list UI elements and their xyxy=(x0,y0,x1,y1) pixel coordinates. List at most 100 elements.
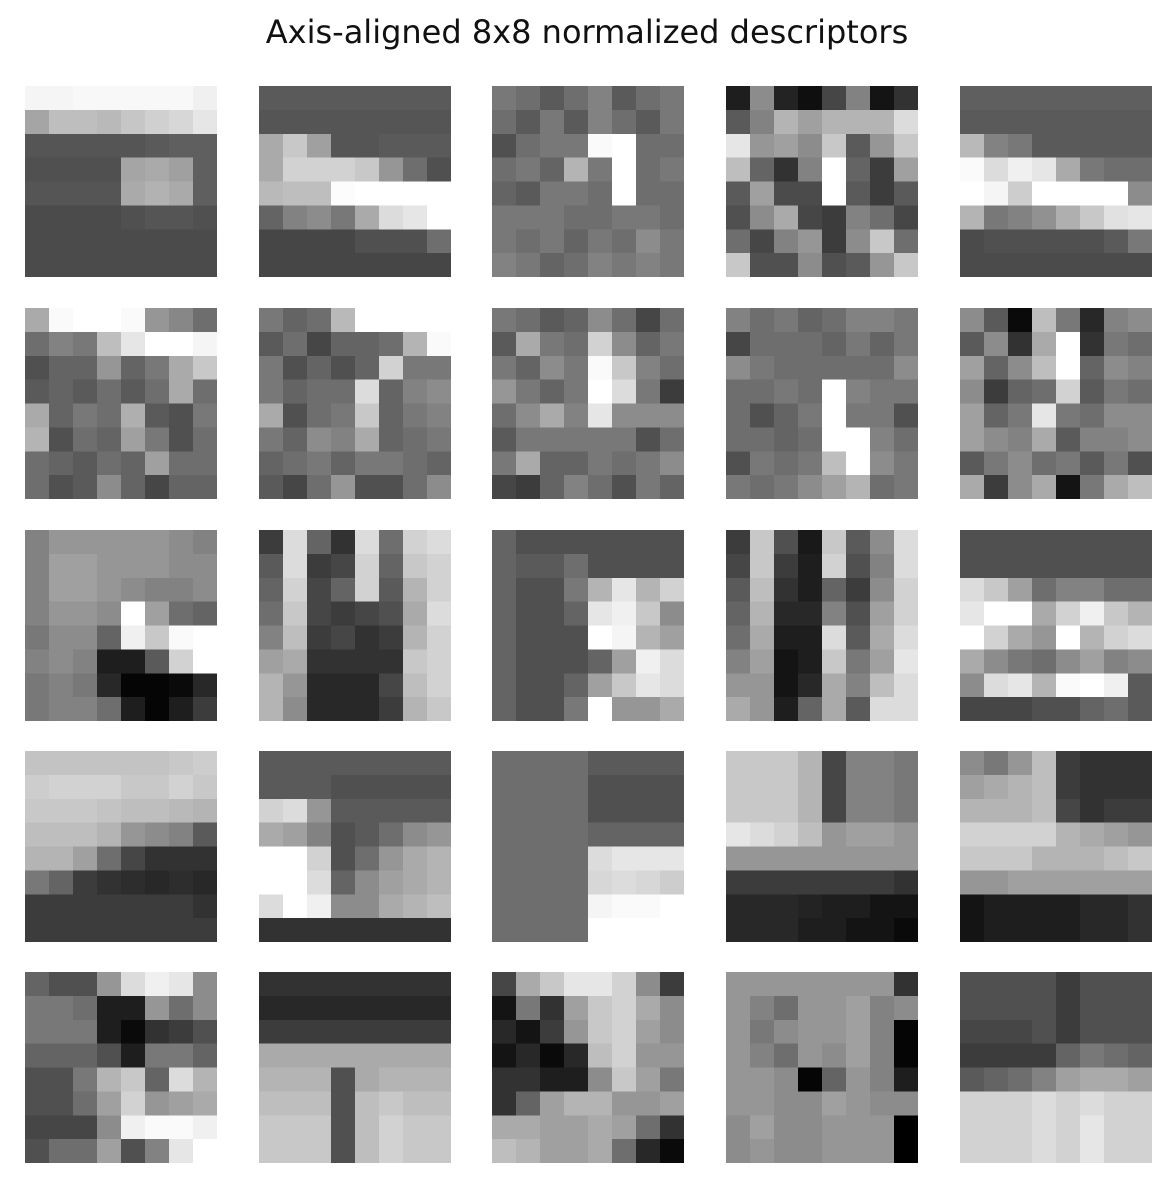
pixel-cell xyxy=(870,1115,895,1140)
pixel-cell xyxy=(145,451,170,476)
pixel-cell xyxy=(97,253,122,277)
pixel-cell xyxy=(1056,109,1081,135)
pixel-cell xyxy=(307,1019,332,1045)
pixel-cell xyxy=(1104,601,1129,626)
pixel-cell xyxy=(331,1043,356,1068)
pixel-cell xyxy=(403,427,428,452)
pixel-cell xyxy=(97,181,122,206)
pixel-cell xyxy=(145,870,170,895)
pixel-cell xyxy=(1104,331,1129,357)
pixel-cell xyxy=(1008,427,1033,452)
pixel-cell xyxy=(588,751,613,776)
pixel-cell xyxy=(516,577,541,603)
pixel-cell xyxy=(73,1067,98,1092)
pixel-cell xyxy=(25,253,50,277)
pixel-cell xyxy=(427,229,451,254)
pixel-cell xyxy=(540,379,565,404)
pixel-cell xyxy=(1080,379,1105,404)
pixel-cell xyxy=(1128,308,1152,333)
pixel-cell xyxy=(660,1091,684,1116)
pixel-cell xyxy=(774,1067,799,1092)
pixel-cell xyxy=(1080,822,1105,847)
pixel-cell xyxy=(1128,553,1152,579)
pixel-cell xyxy=(984,379,1009,404)
pixel-cell xyxy=(894,229,918,254)
pixel-cell xyxy=(822,846,847,871)
pixel-cell xyxy=(612,697,637,721)
pixel-cell xyxy=(540,427,565,452)
pixel-cell xyxy=(283,86,308,111)
pixel-cell xyxy=(798,530,823,555)
pixel-cell xyxy=(355,530,380,555)
pixel-cell xyxy=(1128,972,1152,997)
pixel-cell xyxy=(492,1067,517,1092)
pixel-cell xyxy=(97,577,122,603)
pixel-cell xyxy=(750,995,775,1021)
pixel-cell xyxy=(259,577,284,603)
pixel-cell xyxy=(403,995,428,1021)
pixel-cell xyxy=(1080,109,1105,135)
pixel-cell xyxy=(1128,918,1152,942)
pixel-cell xyxy=(169,697,194,721)
pixel-cell xyxy=(169,427,194,452)
pixel-cell xyxy=(73,972,98,997)
pixel-cell xyxy=(822,308,847,333)
pixel-cell xyxy=(846,1067,871,1092)
pixel-cell xyxy=(492,1115,517,1140)
pixel-cell xyxy=(894,427,918,452)
pixel-cell xyxy=(49,109,74,135)
pixel-cell xyxy=(307,697,332,721)
pixel-cell xyxy=(169,205,194,230)
pixel-cell xyxy=(564,577,589,603)
pixel-cell xyxy=(49,1091,74,1116)
pixel-cell xyxy=(894,870,918,895)
pixel-cell xyxy=(1104,577,1129,603)
pixel-cell xyxy=(25,1139,50,1163)
pixel-cell xyxy=(774,427,799,452)
pixel-cell xyxy=(774,475,799,499)
pixel-cell xyxy=(984,331,1009,357)
pixel-cell xyxy=(564,553,589,579)
pixel-cell xyxy=(427,157,451,182)
pixel-cell xyxy=(612,253,637,277)
pixel-cell xyxy=(726,1115,751,1140)
pixel-cell xyxy=(564,918,589,942)
pixel-cell xyxy=(540,918,565,942)
pixel-cell xyxy=(331,894,356,919)
pixel-cell xyxy=(1080,205,1105,230)
pixel-cell xyxy=(660,846,684,871)
pixel-cell xyxy=(516,157,541,182)
pixel-cell xyxy=(726,697,751,721)
pixel-cell xyxy=(870,1067,895,1092)
pixel-cell xyxy=(1104,846,1129,871)
pixel-cell xyxy=(636,846,661,871)
pixel-cell xyxy=(1056,1019,1081,1045)
pixel-cell xyxy=(121,894,146,919)
pixel-cell xyxy=(492,133,517,159)
pixel-cell xyxy=(283,181,308,206)
pixel-cell xyxy=(307,601,332,626)
pixel-cell xyxy=(145,403,170,428)
pixel-cell xyxy=(379,475,404,499)
descriptor-patch-r4c3 xyxy=(492,751,684,942)
pixel-cell xyxy=(822,697,847,721)
pixel-cell xyxy=(588,894,613,919)
pixel-cell xyxy=(283,109,308,135)
pixel-cell xyxy=(1008,308,1033,333)
pixel-cell xyxy=(355,475,380,499)
pixel-cell xyxy=(612,1043,637,1068)
pixel-cell xyxy=(660,972,684,997)
pixel-cell xyxy=(1008,403,1033,428)
pixel-cell xyxy=(193,133,217,159)
pixel-cell xyxy=(1128,774,1152,800)
pixel-cell xyxy=(379,308,404,333)
pixel-cell xyxy=(846,181,871,206)
pixel-cell xyxy=(750,157,775,182)
pixel-cell xyxy=(636,995,661,1021)
pixel-cell xyxy=(49,331,74,357)
pixel-cell xyxy=(870,751,895,776)
pixel-cell xyxy=(960,894,985,919)
pixel-cell xyxy=(355,972,380,997)
pixel-cell xyxy=(25,451,50,476)
pixel-cell xyxy=(355,1115,380,1140)
